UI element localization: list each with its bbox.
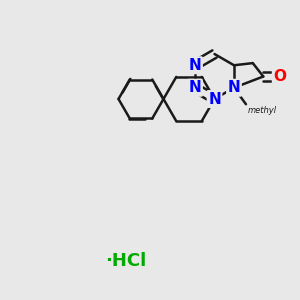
Text: O: O [273, 69, 286, 84]
Text: N: N [189, 80, 201, 95]
Text: ·HCl: ·HCl [105, 252, 147, 270]
Text: N: N [208, 92, 221, 106]
Text: N: N [228, 80, 240, 95]
Text: methyl: methyl [248, 106, 277, 115]
Text: N: N [189, 58, 201, 73]
